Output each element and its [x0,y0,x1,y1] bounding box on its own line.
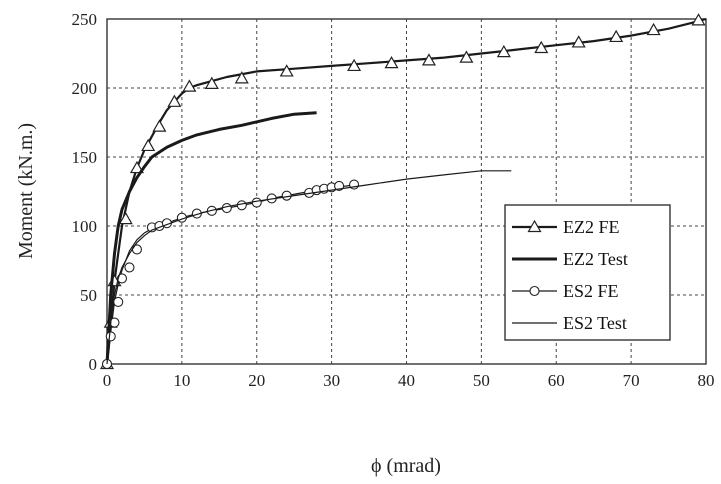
x-tick-label: 50 [473,371,490,390]
point-ez2-fe [646,22,661,36]
point-ez2-fe [609,29,624,43]
legend-label: ES2 Test [563,313,627,333]
point-ez2-fe [152,119,167,132]
y-tick-label: 0 [89,355,98,374]
point-es2-fe [236,200,247,211]
legend-label: EZ2 FE [563,217,620,237]
point-ez2-fe [571,35,586,48]
x-tick-label: 0 [103,371,112,390]
plot-frame [106,18,707,365]
point-ez2-fe [234,71,249,84]
legend-item-es2-test: ES2 Test [512,313,627,333]
x-tick-label: 30 [323,371,340,390]
point-ez2-fe [129,160,144,174]
point-ez2-fe [496,44,511,58]
point-es2-fe [109,317,120,328]
point-ez2-fe [691,13,706,26]
series-line-es2-test [106,170,512,365]
legend-swatch-marker [529,285,540,297]
tick-labels: 0 10 20 30 40 50 60 70 80 0 50 100 150 200 250 [72,10,715,390]
point-ez2-fe [534,40,549,54]
point-ez2-fe [204,76,219,89]
point-ez2-fe [118,211,133,225]
point-es2-fe [113,296,124,307]
point-ez2-fe [421,53,436,66]
legend-label: EZ2 Test [563,249,628,269]
x-tick-label: 70 [623,371,640,390]
y-tick-label: 50 [80,286,97,305]
series-es2-fe [101,179,360,370]
point-ez2-fe [459,50,474,63]
legend-item-ez2-fe: EZ2 FE [512,217,620,237]
y-tick-label: 100 [72,217,98,236]
series-line-ez2-test [105,111,317,365]
y-tick-label: 200 [72,79,98,98]
point-ez2-fe [141,138,156,152]
legend-item-es2-fe: ES2 FE [512,281,619,301]
legend-swatch-marker [527,219,542,233]
x-tick-label: 40 [398,371,415,390]
point-es2-fe [105,331,116,342]
y-axis-title: Moment (kN.m.) [15,123,37,259]
point-ez2-fe [347,58,362,72]
point-es2-fe [281,190,292,201]
x-tick-label: 10 [173,371,190,390]
x-tick-label: 20 [248,371,265,390]
legend-item-ez2-test: EZ2 Test [512,249,628,269]
y-tick-label: 150 [72,148,98,167]
series-es2-test [106,170,512,365]
point-es2-fe [124,262,135,273]
point-ez2-fe [384,55,399,69]
point-ez2-fe [167,94,182,107]
y-tick-label: 250 [72,10,98,29]
series-layer [99,13,707,370]
point-ez2-fe [182,79,197,92]
point-ez2-fe [279,64,294,77]
series-ez2-test [105,111,317,365]
x-tick-label: 60 [548,371,565,390]
x-axis-title: ϕ (mrad) [371,455,441,477]
point-es2-fe [116,273,128,284]
legend-items: EZ2 FE EZ2 Test ES2 FE ES2 Test [512,217,628,333]
legend-label: ES2 FE [563,281,619,301]
legend: EZ2 FE EZ2 Test ES2 FE ES2 Test [504,204,671,341]
x-tick-label: 80 [698,371,715,390]
series-line-es2-fe [106,184,355,365]
point-es2-fe [251,197,262,208]
